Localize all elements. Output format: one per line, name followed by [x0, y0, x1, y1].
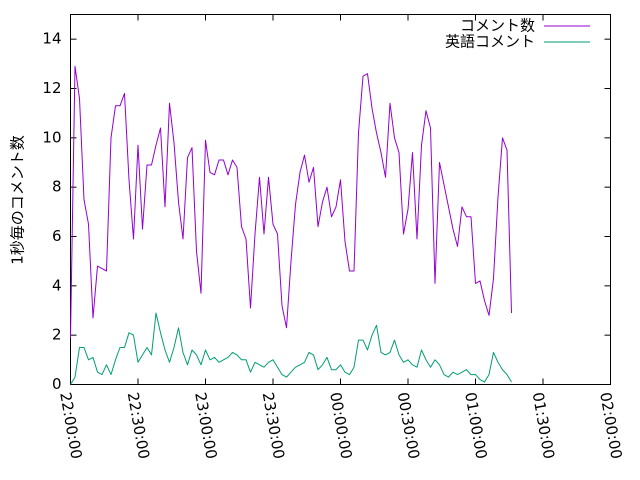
y-tick-label: 14 — [42, 30, 61, 48]
x-tick-label: 01:00:00 — [461, 391, 490, 460]
y-tick-label: 6 — [52, 227, 62, 245]
x-tick-label: 00:30:00 — [394, 391, 423, 460]
x-tick-label: 00:00:00 — [326, 391, 355, 460]
x-tick-label: 02:00:00 — [596, 391, 625, 460]
legend-label: コメント数 — [460, 17, 535, 35]
y-axis-ticks: 0 2 4 6 8 10 12 14 — [42, 30, 611, 393]
series-line-2 — [70, 312, 512, 385]
y-tick-label: 12 — [42, 79, 61, 97]
y-tick-label: 10 — [42, 128, 61, 146]
x-tick-label: 01:30:00 — [529, 391, 558, 460]
x-axis-ticks: 22:00:00 22:30:00 23:00:00 23:30:00 00:00:00… — [56, 14, 626, 460]
y-tick-label: 4 — [52, 276, 62, 294]
x-tick-label: 22:00:00 — [56, 391, 85, 460]
plot-frame — [70, 14, 611, 385]
y-tick-label: 8 — [52, 178, 62, 196]
legend-label: 英語コメント — [445, 33, 535, 51]
y-tick-label: 2 — [52, 326, 62, 344]
x-tick-label: 23:00:00 — [191, 391, 220, 460]
series-layer — [70, 65, 512, 385]
series-line-1 — [70, 65, 512, 338]
y-tick-label: 0 — [52, 375, 62, 393]
x-tick-label: 22:30:00 — [124, 391, 153, 460]
x-tick-label: 23:30:00 — [259, 391, 288, 460]
y-axis-label: 1秒毎のコメント数 — [9, 135, 27, 265]
